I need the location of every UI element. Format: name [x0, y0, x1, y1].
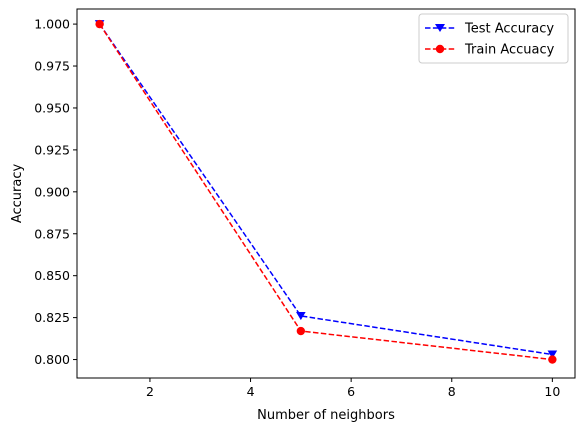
y-tick-label: 0.875	[34, 226, 70, 241]
y-tick-label: 0.850	[34, 268, 70, 283]
legend-circle-marker	[435, 44, 445, 54]
y-tick-label: 0.925	[34, 142, 70, 157]
x-tick-label: 4	[247, 384, 255, 399]
data-point	[547, 350, 558, 359]
series-layer	[94, 19, 558, 364]
legend-label-test-accuracy: Test Accuracy	[464, 22, 554, 37]
x-tick-label: 6	[347, 384, 355, 399]
data-point	[296, 326, 306, 336]
legend-entry-train-accuracy: Train Accuacy	[425, 43, 555, 58]
data-point	[548, 355, 557, 364]
series-train-accuacy	[95, 19, 557, 364]
y-tick-label: 1.000	[34, 17, 70, 32]
y-axis-label: Accuracy	[10, 164, 25, 224]
y-tick-label: 0.800	[34, 352, 70, 367]
x-axis-label: Number of neighbors	[257, 408, 395, 423]
plot-area-frame	[76, 8, 576, 379]
legend-label-train-accuracy: Train Accuacy	[464, 43, 555, 58]
data-point	[296, 311, 306, 321]
data-point	[95, 19, 104, 29]
y-tick-label: 0.900	[34, 184, 70, 199]
x-tick-label: 10	[544, 384, 560, 399]
x-tick-label: 8	[448, 384, 456, 399]
y-tick-label: 0.950	[34, 100, 70, 115]
y-axis-ticks: 0.800 0.825 0.850 0.875 0.900 0.925 0.950 0.975…	[34, 17, 77, 367]
plot-area-background	[77, 9, 575, 378]
legend-triangle-down-marker	[435, 24, 445, 32]
y-tick-label: 0.975	[34, 59, 70, 74]
legend: Test Accuracy Train Accuacy	[418, 13, 569, 64]
series-line-test-accuracy	[99, 23, 553, 356]
x-axis-ticks: 2 4 6 8 10	[146, 378, 560, 399]
x-tick-label: 2	[146, 384, 154, 399]
y-tick-label: 0.825	[34, 310, 70, 325]
legend-entry-test-accuracy: Test Accuracy	[425, 22, 554, 37]
legend-box	[418, 13, 569, 64]
